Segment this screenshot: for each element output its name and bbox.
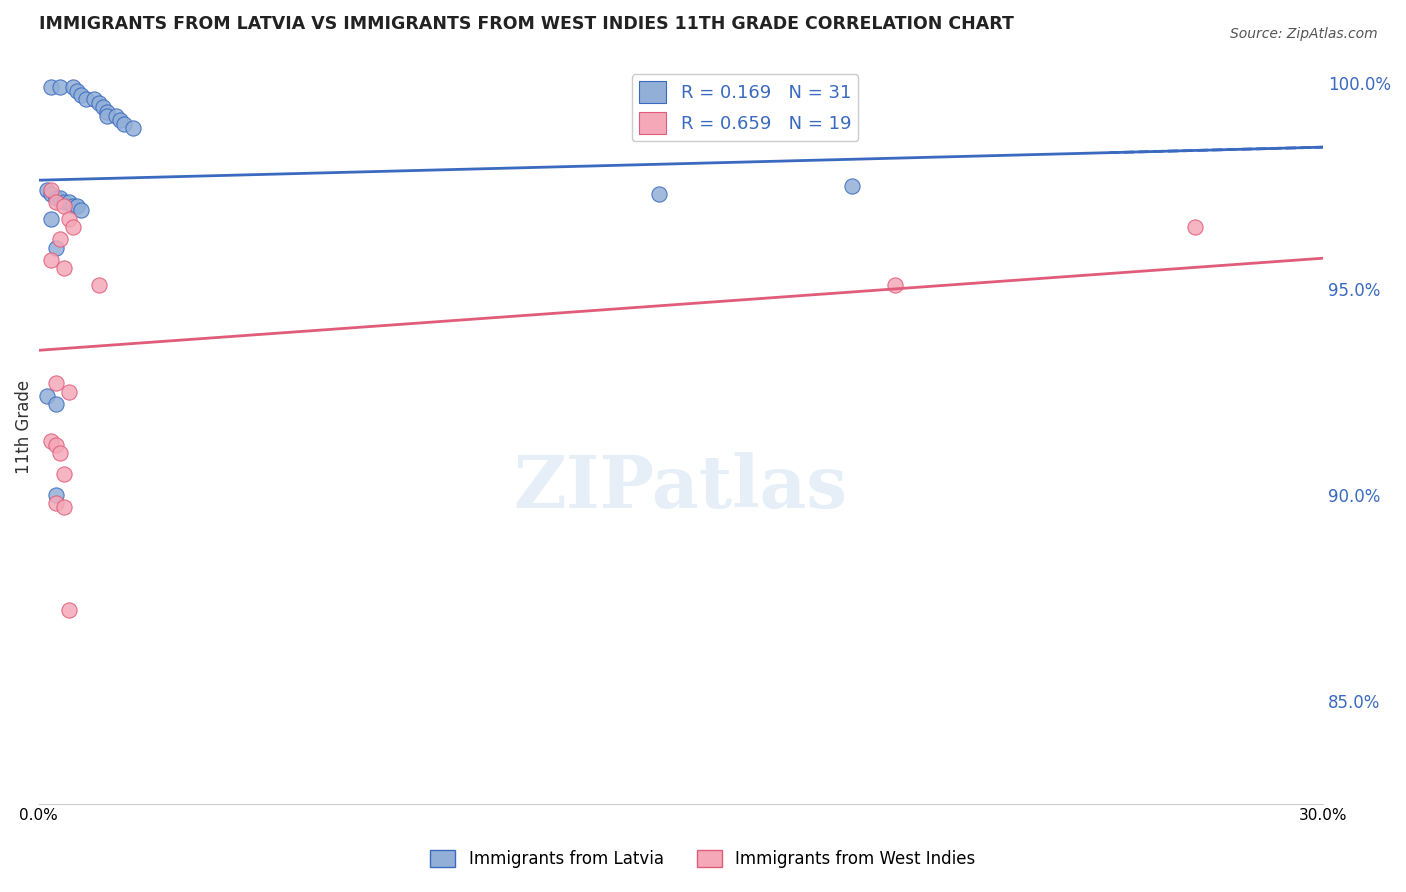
Point	[58, 384, 80, 399]
Point	[53, 500, 76, 514]
Point	[62, 219, 84, 234]
Point	[70, 203, 93, 218]
Legend: Immigrants from Latvia, Immigrants from West Indies: Immigrants from Latvia, Immigrants from …	[423, 843, 983, 875]
Legend: R = 0.169   N = 31, R = 0.659   N = 19: R = 0.169 N = 31, R = 0.659 N = 19	[631, 74, 858, 142]
Point	[37, 389, 59, 403]
Point	[108, 112, 131, 127]
Text: Source: ZipAtlas.com: Source: ZipAtlas.com	[1230, 27, 1378, 41]
Point	[45, 438, 67, 452]
Point	[45, 241, 67, 255]
Point	[87, 96, 110, 111]
Point	[53, 261, 76, 276]
Point	[648, 186, 671, 201]
Point	[884, 277, 907, 292]
Point	[45, 496, 67, 510]
Point	[49, 446, 72, 460]
Point	[121, 121, 143, 136]
Point	[41, 183, 63, 197]
Point	[96, 104, 118, 119]
Point	[83, 92, 105, 106]
Point	[41, 79, 63, 94]
Point	[41, 434, 63, 449]
Point	[96, 109, 118, 123]
Point	[41, 186, 63, 201]
Point	[58, 603, 80, 617]
Point	[45, 397, 67, 411]
Text: IMMIGRANTS FROM LATVIA VS IMMIGRANTS FROM WEST INDIES 11TH GRADE CORRELATION CHA: IMMIGRANTS FROM LATVIA VS IMMIGRANTS FRO…	[38, 15, 1014, 33]
Point	[62, 199, 84, 213]
Point	[41, 211, 63, 226]
Point	[1184, 219, 1206, 234]
Point	[112, 117, 135, 131]
Point	[87, 277, 110, 292]
Point	[66, 84, 89, 98]
Point	[58, 211, 80, 226]
Point	[70, 88, 93, 103]
Point	[41, 252, 63, 267]
Point	[66, 199, 89, 213]
Point	[75, 92, 97, 106]
Point	[49, 232, 72, 246]
Point	[53, 195, 76, 210]
Y-axis label: 11th Grade: 11th Grade	[15, 380, 32, 474]
Point	[45, 376, 67, 391]
Point	[37, 183, 59, 197]
Point	[53, 467, 76, 481]
Point	[841, 178, 863, 193]
Point	[58, 195, 80, 210]
Point	[45, 191, 67, 205]
Point	[45, 488, 67, 502]
Point	[53, 199, 76, 213]
Point	[45, 195, 67, 210]
Text: ZIPatlas: ZIPatlas	[513, 451, 848, 523]
Point	[91, 101, 114, 115]
Point	[104, 109, 127, 123]
Point	[62, 79, 84, 94]
Point	[49, 79, 72, 94]
Point	[49, 191, 72, 205]
